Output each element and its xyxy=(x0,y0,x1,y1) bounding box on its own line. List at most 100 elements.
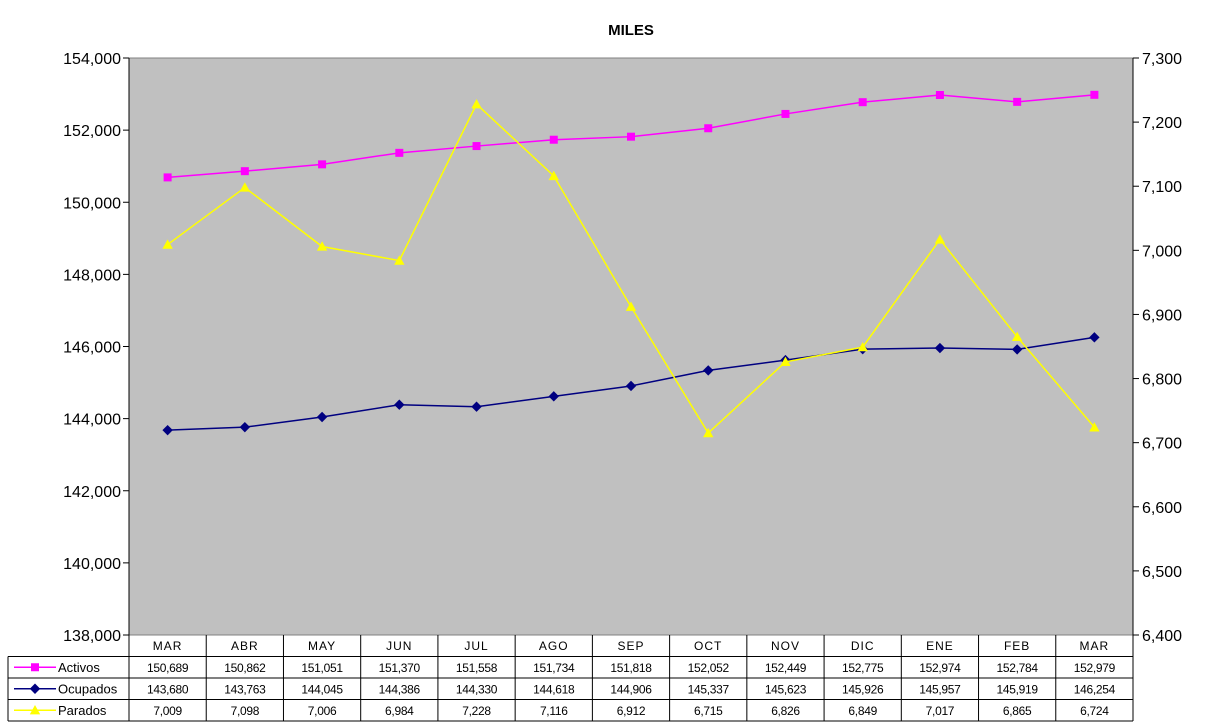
table-value-ocupados: 143,763 xyxy=(224,682,266,696)
series-ocupados-point xyxy=(625,380,637,392)
right-axis: 6,400 6,500 6,600 6,700 6,800 6,900 7,000 7,100… xyxy=(1132,51,1182,645)
table-value-activos: 150,862 xyxy=(224,661,266,675)
table-value-ocupados: 145,926 xyxy=(842,682,884,696)
series-activos-point xyxy=(549,135,558,144)
series-activos-point xyxy=(935,91,944,100)
right-axis-tick-label: 6,800 xyxy=(1142,372,1182,389)
table-category-label: ENE xyxy=(926,639,954,653)
series-ocupados-point xyxy=(316,411,328,423)
series-ocupados-point xyxy=(1089,332,1100,343)
right-axis-tick-label: 7,300 xyxy=(1142,51,1182,68)
series-ocupados-point xyxy=(471,401,482,412)
table-value-ocupados: 144,330 xyxy=(456,682,498,696)
table-value-activos: 151,370 xyxy=(379,661,421,675)
left-axis-tick-label: 138,000 xyxy=(63,628,121,645)
series-parados-point xyxy=(1011,331,1023,342)
series-ocupados-point xyxy=(548,391,559,402)
left-axis-tick-label: 148,000 xyxy=(63,267,121,284)
table-value-activos: 151,558 xyxy=(456,661,498,675)
right-axis-tick-label: 6,600 xyxy=(1142,500,1182,517)
left-axis-tick-label: 154,000 xyxy=(63,51,121,68)
table-value-parados: 7,116 xyxy=(540,704,568,718)
series-activos-point xyxy=(1013,97,1022,106)
table-value-parados: 6,849 xyxy=(848,704,877,718)
series-parados-point xyxy=(780,356,791,367)
series-parados-point xyxy=(239,182,251,192)
series-activos-point xyxy=(472,142,481,151)
table-value-parados: 6,715 xyxy=(694,704,723,718)
series-ocupados-point xyxy=(239,421,251,433)
plot-area xyxy=(128,57,1134,636)
table-category-label: AGO xyxy=(539,639,569,653)
series-activos-point xyxy=(858,98,867,107)
right-axis-tick-label: 7,100 xyxy=(1142,179,1182,196)
table-value-parados: 6,912 xyxy=(617,704,646,718)
legend-label-parados: Parados xyxy=(58,703,107,718)
series-parados-point xyxy=(162,239,173,249)
data-table: MAR ABR MAY JUN JUL AGO SEP OCT NOV DIC ENE FEB MAR A… xyxy=(7,635,1134,722)
table-value-ocupados: 144,618 xyxy=(533,682,575,696)
left-axis-tick-label: 142,000 xyxy=(63,484,121,501)
series-parados-point xyxy=(548,170,559,181)
table-category-label: MAR xyxy=(153,639,183,653)
table-value-ocupados: 145,957 xyxy=(919,682,961,696)
series-layer xyxy=(162,90,1100,438)
right-axis-tick-label: 6,500 xyxy=(1142,564,1182,581)
table-value-activos: 151,051 xyxy=(301,661,343,675)
legend-marker-ocupados xyxy=(29,683,41,694)
series-activos xyxy=(163,90,1099,182)
series-activos-point xyxy=(1090,90,1099,99)
table-value-parados: 6,724 xyxy=(1080,704,1109,718)
series-ocupados-point xyxy=(394,399,405,410)
table-value-parados: 6,984 xyxy=(385,704,414,718)
left-axis-tick-label: 152,000 xyxy=(63,123,121,140)
table-category-label: ABR xyxy=(231,639,259,653)
table-category-label: SEP xyxy=(617,639,644,653)
table-value-ocupados: 144,906 xyxy=(610,682,652,696)
right-axis-tick-label: 7,200 xyxy=(1142,115,1182,132)
series-ocupados-point xyxy=(162,424,173,436)
series-activos-point xyxy=(395,148,404,157)
table-value-ocupados: 146,254 xyxy=(1074,682,1116,696)
series-activos-point xyxy=(704,124,713,133)
table-value-parados: 7,006 xyxy=(308,704,337,718)
table-category-label: JUN xyxy=(386,639,412,653)
series-parados-point xyxy=(394,255,405,265)
series-activos-point xyxy=(781,109,790,118)
chart-title: MILES xyxy=(608,22,654,39)
series-activos-point xyxy=(163,173,172,182)
table-category-label: DIC xyxy=(851,639,875,653)
right-axis-tick-label: 7,000 xyxy=(1142,243,1182,260)
left-axis: 138,000 140,000 142,000 144,000 146,000 148,0… xyxy=(63,51,130,645)
table-value-ocupados: 145,919 xyxy=(997,682,1039,696)
table-value-activos: 152,784 xyxy=(997,661,1039,675)
series-ocupados-point xyxy=(934,342,946,354)
table-value-activos: 152,052 xyxy=(688,661,730,675)
left-axis-tick-label: 150,000 xyxy=(63,195,121,212)
table-value-activos: 152,979 xyxy=(1074,661,1116,675)
table-value-parados: 6,826 xyxy=(771,704,800,718)
series-parados-point xyxy=(703,427,714,438)
table-category-label: OCT xyxy=(694,639,722,653)
series-activos-point xyxy=(627,132,635,141)
legend-marker-activos xyxy=(31,663,39,672)
series-parados-point xyxy=(934,234,946,244)
left-axis-tick-label: 146,000 xyxy=(63,340,121,357)
left-axis-tick-label: 140,000 xyxy=(63,556,121,573)
table-value-ocupados: 145,337 xyxy=(688,682,730,696)
table-value-activos: 150,689 xyxy=(147,661,189,675)
left-axis-tick-label: 144,000 xyxy=(63,412,121,429)
series-parados-point xyxy=(857,341,868,352)
table-value-parados: 7,228 xyxy=(462,704,491,718)
table-category-label: FEB xyxy=(1004,639,1030,653)
series-activos-point xyxy=(240,167,249,176)
table-value-activos: 151,818 xyxy=(610,661,652,675)
table-category-label: NOV xyxy=(771,639,800,653)
table-value-ocupados: 143,680 xyxy=(147,682,189,696)
right-axis-tick-label: 6,900 xyxy=(1142,307,1182,324)
series-parados-point xyxy=(471,98,482,109)
table-value-parados: 7,017 xyxy=(926,704,955,718)
series-parados-point xyxy=(625,301,637,311)
right-axis-tick-label: 6,700 xyxy=(1142,436,1182,453)
